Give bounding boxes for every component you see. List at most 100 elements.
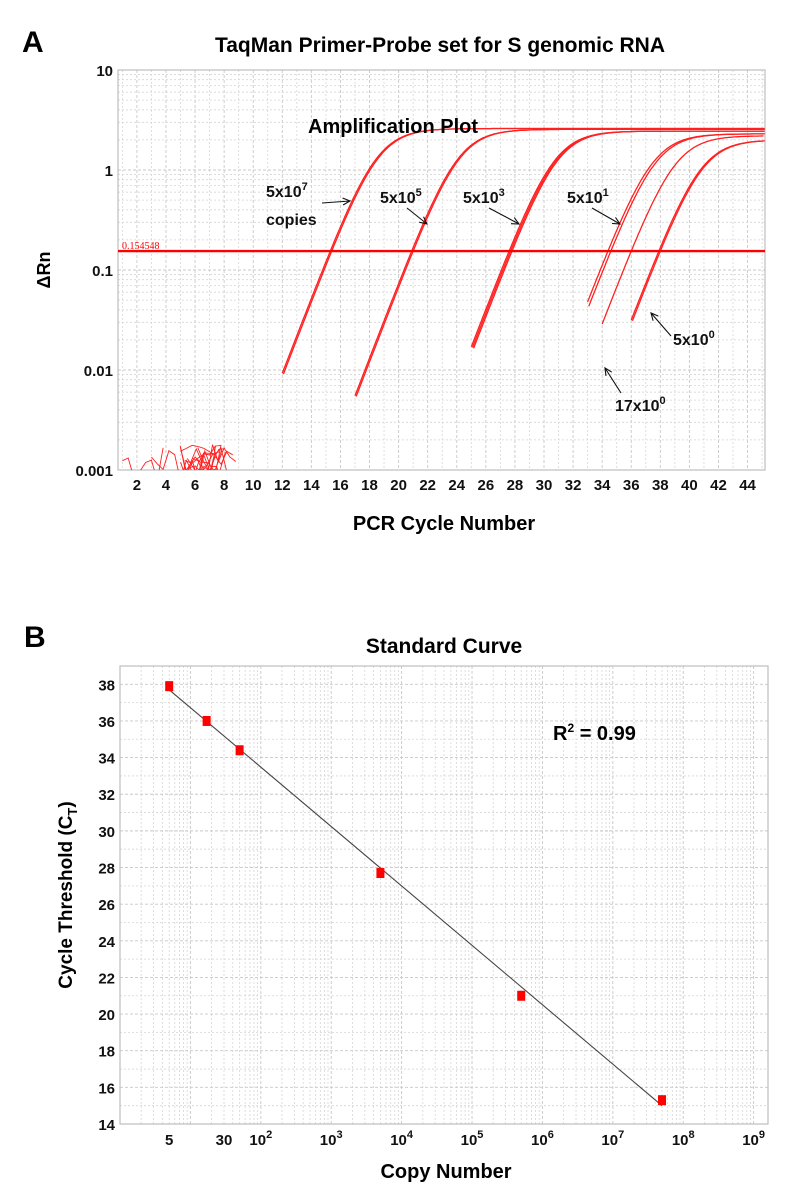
x-tick-label: 107	[601, 1129, 624, 1149]
x-tick-label: 4	[162, 477, 171, 494]
amplification-curve	[586, 133, 764, 303]
x-tick-label: 30	[216, 1132, 233, 1149]
x-tick-label: 44	[739, 477, 756, 494]
x-tick-base: 10	[461, 1132, 478, 1149]
x-tick-base: 5	[165, 1132, 173, 1149]
x-tick-label: 28	[507, 477, 524, 494]
baseline-noise-trace	[151, 449, 192, 470]
x-tick-label: 103	[320, 1129, 343, 1149]
chart-b-x-ticks: 5 30 102 103 104 105 106 107 108 109	[165, 1129, 765, 1149]
arrow-icon	[604, 367, 622, 394]
y-tick-label: 36	[98, 714, 115, 731]
x-tick-label: 6	[191, 477, 199, 494]
y-tick-label: 1	[105, 163, 113, 180]
curve-label-extra: copies	[266, 212, 317, 229]
data-point	[202, 715, 211, 726]
x-tick-exp: 5	[477, 1129, 483, 1141]
curve-label-base: 5x10	[380, 190, 416, 207]
chart-a-y-label: ΔRn	[34, 252, 54, 289]
arrowhead-icon	[342, 197, 352, 206]
x-tick-label: 14	[303, 477, 320, 494]
x-tick-label: 40	[681, 477, 698, 494]
amplification-curve	[588, 133, 765, 307]
amplification-curve	[631, 140, 765, 322]
x-tick-label: 10	[245, 477, 262, 494]
chart-b-y-ticks: 14 16 18 20 22 24 26 28 30 32 34 36 38	[98, 677, 115, 1134]
y-tick-label: 20	[98, 1007, 115, 1024]
threshold-label: 0.154548	[122, 241, 160, 252]
curve-label: 5x105	[380, 187, 422, 207]
arrow-icon	[591, 207, 621, 225]
x-tick-label: 42	[710, 477, 727, 494]
x-tick-label: 108	[672, 1129, 695, 1149]
curve-label: 5x101	[567, 187, 609, 207]
baseline-noise-trace	[179, 447, 227, 470]
baseline-noise-trace	[197, 447, 233, 470]
y-tick-label: 28	[98, 861, 115, 878]
amplification-plot-label: Amplification Plot	[308, 116, 478, 138]
x-tick-base: 10	[390, 1132, 407, 1149]
curve-label-exp: 7	[302, 181, 308, 193]
y-tick-label: 0.1	[92, 263, 113, 280]
x-tick-label: 106	[531, 1129, 554, 1149]
baseline-noise-trace	[189, 451, 219, 470]
chart-b-frame	[119, 665, 769, 1125]
amplification-curve	[630, 140, 764, 321]
x-tick-label: 109	[742, 1129, 765, 1149]
chart-b-y-label: Cycle Threshold (CT)	[56, 801, 80, 988]
x-tick-label: 12	[274, 477, 291, 494]
arrowhead-icon	[611, 217, 622, 225]
curve-label-exp: 5	[416, 187, 422, 199]
baseline-noise-trace	[192, 444, 222, 470]
arrowhead-icon	[650, 312, 659, 321]
amplification-curve	[601, 135, 764, 325]
baseline-noise-trace	[180, 444, 216, 456]
y-tick-label: 24	[98, 934, 115, 951]
x-tick-label: 102	[249, 1129, 272, 1149]
y-tick-label: 32	[98, 787, 115, 804]
arrow-icon	[406, 207, 428, 225]
curve-label-base: 17x10	[615, 398, 660, 415]
x-tick-base: 10	[531, 1132, 548, 1149]
curve-label: 5x107	[266, 181, 308, 201]
r-squared-annotation: R2 = 0.99	[553, 721, 636, 745]
y-tick-label: 38	[98, 677, 115, 694]
x-tick-label: 20	[390, 477, 407, 494]
x-tick-label: 24	[448, 477, 465, 494]
data-point	[235, 745, 244, 756]
x-tick-label: 2	[133, 477, 141, 494]
y-tick-label: 0.01	[84, 363, 113, 380]
x-tick-exp: 6	[548, 1129, 554, 1141]
data-point	[658, 1095, 667, 1106]
data-point	[376, 868, 385, 879]
x-tick-exp: 3	[336, 1129, 342, 1141]
x-tick-label: 5	[165, 1132, 173, 1149]
chart-b-grid	[119, 665, 768, 1125]
x-tick-base: 10	[672, 1132, 689, 1149]
curve-label-exp: 0	[709, 329, 715, 341]
x-tick-label: 38	[652, 477, 669, 494]
chart-a-curves	[122, 127, 765, 470]
chart-b-x-label: Copy Number	[380, 1161, 511, 1183]
curve-label: 5x103	[463, 187, 505, 207]
x-tick-label: 36	[623, 477, 640, 494]
amplification-curve	[282, 127, 765, 375]
curve-label: 5x100	[673, 329, 715, 349]
x-tick-label: 26	[478, 477, 495, 494]
curve-label-exp: 1	[603, 187, 609, 199]
amplification-curve	[355, 128, 765, 397]
arrowhead-icon	[604, 366, 613, 377]
baseline-noise-trace	[184, 447, 226, 470]
x-tick-label: 18	[361, 477, 378, 494]
amplification-curve	[472, 130, 765, 349]
panel-label-a: A	[22, 26, 44, 59]
x-tick-label: 34	[594, 477, 611, 494]
y-tick-label: 10	[96, 63, 113, 80]
x-tick-exp: 8	[689, 1129, 695, 1141]
chart-a-x-ticks: 2 4 6 8 10 12 14 16 18 20 22 24 26 28 30 32 34 36 38 40 42 44	[133, 477, 757, 494]
baseline-noise-trace	[210, 448, 225, 470]
x-tick-base: 10	[320, 1132, 337, 1149]
y-label-sub: T	[65, 808, 80, 816]
x-tick-base: 10	[742, 1132, 759, 1149]
